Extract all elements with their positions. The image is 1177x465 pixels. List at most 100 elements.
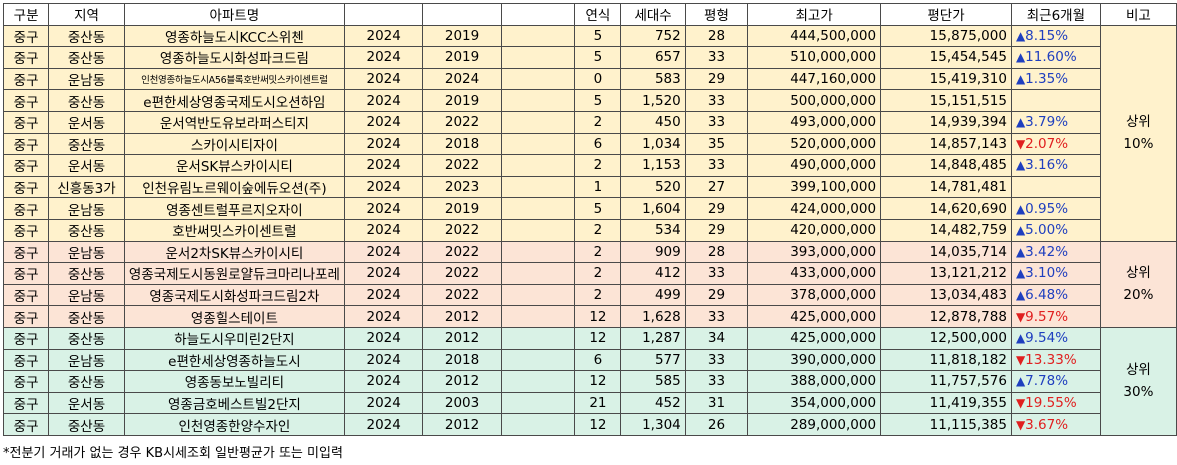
- cell-size: 33: [684, 46, 749, 69]
- cell-apt-name: 영종힐스테이트: [123, 305, 345, 328]
- table-row: 중구 중산동 영종하늘도시KCC스위첸 2024 2019 5 752 28 444,500,0…: [2, 24, 1177, 242]
- cell-price-per-pyeong: 14,857,143: [880, 132, 1012, 156]
- cell-size: 34: [684, 326, 749, 350]
- cell-apt-name: 영종하늘도시KCC스위첸: [123, 24, 345, 48]
- table-row: 중구 운서동 운서역반도유보라퍼스티지 2024 2022 2 450 33 493,000,0…: [2, 110, 1177, 134]
- cell-region: 중산동: [48, 132, 125, 156]
- cell-max-price: 490,000,000: [747, 154, 882, 177]
- cell-age: 12: [574, 305, 622, 328]
- cell-year-1: 2024: [343, 154, 424, 177]
- cell-apt-name: 영종동보노빌리티: [123, 370, 345, 393]
- cell-recent-change: ▲8.15%: [1010, 24, 1101, 48]
- cell-size: 29: [684, 67, 749, 91]
- cell-year-1: 2024: [343, 283, 424, 307]
- tier-percent: 10%: [1123, 136, 1154, 153]
- cell-year-2: 2019: [422, 24, 502, 48]
- cell-age: 2: [574, 154, 622, 177]
- cell-gu: 중구: [2, 197, 50, 220]
- cell-units: 1,304: [620, 413, 686, 436]
- cell-gu: 중구: [2, 240, 50, 264]
- cell-blank: [500, 110, 576, 134]
- cell-price-per-pyeong: 11,757,576: [880, 370, 1012, 393]
- cell-recent-change: ▼2.07%: [1010, 132, 1101, 156]
- cell-region: 중산동: [48, 46, 125, 69]
- table-row: 중구 중산동 인천영종한양수자인 2024 2012 12 1,304 26 289,000,0…: [2, 413, 1177, 436]
- change-value: 9.57%: [1025, 308, 1069, 325]
- tier-label: 상위: [1126, 362, 1151, 379]
- cell-blank: [500, 24, 576, 48]
- header-year-2: [422, 3, 502, 26]
- tier-note: 상위 20%: [1099, 240, 1177, 328]
- down-triangle-icon: ▼: [1015, 309, 1026, 324]
- cell-recent-change: ▼3.67%: [1010, 413, 1101, 436]
- cell-max-price: 447,160,000: [747, 67, 882, 91]
- cell-max-price: 399,100,000: [747, 175, 882, 199]
- cell-units: 1,520: [620, 89, 686, 112]
- cell-size: 26: [684, 413, 749, 436]
- cell-gu: 중구: [2, 110, 50, 134]
- cell-age: 5: [574, 24, 622, 48]
- cell-gu: 중구: [2, 348, 50, 372]
- cell-size: 33: [684, 89, 749, 112]
- cell-region: 운남동: [48, 67, 125, 91]
- table-row: 중구 중산동 영종국제도시동원로얄듀크마리나포레 2024 2022 2 412 33 433,…: [2, 262, 1177, 285]
- table-row: 중구 중산동 e편한세상영종국제도시오션하임 2024 2019 5 1,520 33 500,…: [2, 89, 1177, 112]
- cell-price-per-pyeong: 15,419,310: [880, 67, 1012, 91]
- up-triangle-icon: ▲: [1015, 288, 1026, 303]
- cell-year-2: 2012: [422, 413, 502, 436]
- cell-year-1: 2024: [343, 348, 424, 372]
- up-triangle-icon: ▲: [1015, 266, 1026, 281]
- cell-recent-change: [1010, 175, 1101, 199]
- cell-year-2: 2018: [422, 132, 502, 156]
- header-row: 구분 지역 아파트명 연식 세대수 평형 최고가 평단가 최근6개월 비고: [2, 3, 1177, 26]
- header-size: 평형: [684, 3, 749, 26]
- cell-region: 중산동: [48, 24, 125, 48]
- cell-price-per-pyeong: 14,781,481: [880, 175, 1012, 199]
- cell-price-per-pyeong: 14,848,485: [880, 154, 1012, 177]
- cell-year-2: 2022: [422, 262, 502, 285]
- down-triangle-icon: ▼: [1015, 352, 1026, 367]
- cell-apt-name: 영종센트럴푸르지오자이: [123, 197, 345, 220]
- cell-blank: [500, 89, 576, 112]
- up-triangle-icon: ▲: [1015, 201, 1026, 216]
- cell-recent-change: ▲7.78%: [1010, 370, 1101, 393]
- cell-apt-name: 영종금호베스트빌2단지: [123, 391, 345, 415]
- cell-blank: [500, 132, 576, 156]
- cell-year-1: 2024: [343, 132, 424, 156]
- table-row: 중구 운남동 영종센트럴푸르지오자이 2024 2019 5 1,604 29 424,000,…: [2, 197, 1177, 220]
- change-value: 13.33%: [1025, 351, 1077, 368]
- cell-gu: 중구: [2, 154, 50, 177]
- table-row: 중구 운남동 운서2차SK뷰스카이시티 2024 2022 2 909 28 393,000,0…: [2, 240, 1177, 328]
- cell-units: 583: [620, 67, 686, 91]
- cell-gu: 중구: [2, 370, 50, 393]
- cell-recent-change: ▲6.48%: [1010, 283, 1101, 307]
- cell-age: 5: [574, 197, 622, 220]
- cell-blank: [500, 218, 576, 242]
- up-triangle-icon: ▲: [1015, 244, 1026, 259]
- cell-age: 6: [574, 348, 622, 372]
- tier-percent: 20%: [1123, 287, 1154, 304]
- cell-recent-change: ▲3.16%: [1010, 154, 1101, 177]
- up-triangle-icon: ▲: [1015, 223, 1026, 238]
- cell-apt-name: e편한세상영종하늘도시: [123, 348, 345, 372]
- cell-size: 33: [684, 110, 749, 134]
- cell-price-per-pyeong: 14,035,714: [880, 240, 1012, 264]
- cell-recent-change: ▼9.57%: [1010, 305, 1101, 328]
- cell-size: 29: [684, 197, 749, 220]
- cell-apt-name: 운서2차SK뷰스카이시티: [123, 240, 345, 264]
- cell-size: 28: [684, 24, 749, 48]
- cell-units: 1,287: [620, 326, 686, 350]
- cell-year-1: 2024: [343, 240, 424, 264]
- cell-year-1: 2024: [343, 262, 424, 285]
- change-value: 5.00%: [1025, 222, 1069, 239]
- cell-year-2: 2019: [422, 197, 502, 220]
- table-row: 중구 운서동 운서SK뷰스카이시티 2024 2022 2 1,153 33 490,000,0…: [2, 154, 1177, 177]
- cell-apt-name: 영종국제도시동원로얄듀크마리나포레: [123, 262, 345, 285]
- cell-blank: [500, 305, 576, 328]
- cell-apt-name: 하늘도시우미린2단지: [123, 326, 345, 350]
- tier-note: 상위 10%: [1099, 24, 1177, 242]
- cell-max-price: 289,000,000: [747, 413, 882, 436]
- cell-apt-name: 호반써밋스카이센트럴: [123, 218, 345, 242]
- cell-blank: [500, 391, 576, 415]
- cell-gu: 중구: [2, 283, 50, 307]
